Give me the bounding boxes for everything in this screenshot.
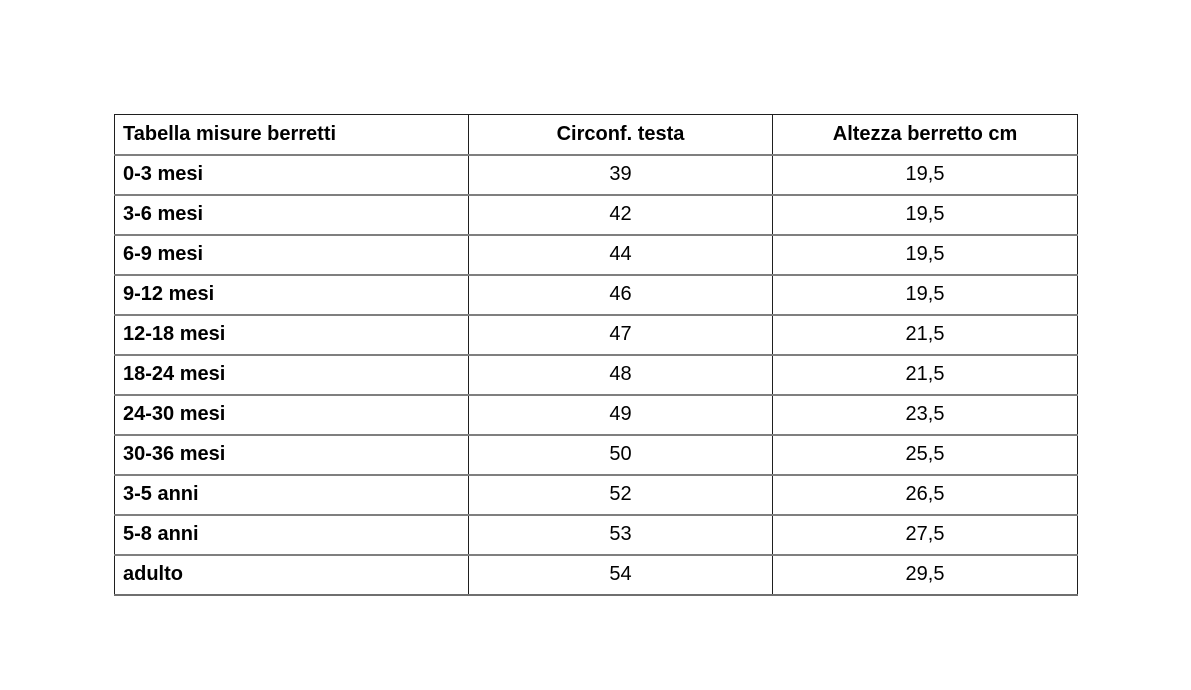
table-row: 3-6 mesi 42 19,5 [114, 193, 1078, 236]
header-height: Altezza berretto cm [772, 114, 1078, 156]
table-row: 30-36 mesi 50 25,5 [114, 433, 1078, 476]
header-row: Tabella misure berretti Circonf. testa A… [114, 114, 1078, 156]
circumference-cell: 48 [468, 353, 773, 396]
height-cell: 21,5 [772, 313, 1078, 356]
circumference-cell: 39 [468, 153, 773, 196]
table-row: 18-24 mesi 48 21,5 [114, 353, 1078, 396]
height-cell: 21,5 [772, 353, 1078, 396]
height-cell: 19,5 [772, 233, 1078, 276]
row-label-cell: 9-12 mesi [114, 273, 469, 316]
circumference-cell: 53 [468, 513, 773, 556]
height-cell: 19,5 [772, 153, 1078, 196]
circumference-cell: 54 [468, 553, 773, 596]
height-cell: 29,5 [772, 553, 1078, 596]
circumference-cell: 52 [468, 473, 773, 516]
circumference-cell: 46 [468, 273, 773, 316]
height-cell: 26,5 [772, 473, 1078, 516]
header-title: Tabella misure berretti [114, 114, 469, 156]
table-row: 12-18 mesi 47 21,5 [114, 313, 1078, 356]
hat-sizes-table: Tabella misure berretti Circonf. testa A… [114, 114, 1078, 596]
circumference-cell: 44 [468, 233, 773, 276]
row-label-cell: 3-6 mesi [114, 193, 469, 236]
table-row: 6-9 mesi 44 19,5 [114, 233, 1078, 276]
table-row: adulto 54 29,5 [114, 553, 1078, 596]
table-row: 24-30 mesi 49 23,5 [114, 393, 1078, 436]
header-circumference: Circonf. testa [468, 114, 773, 156]
row-label-cell: 3-5 anni [114, 473, 469, 516]
height-cell: 19,5 [772, 273, 1078, 316]
table-row: 5-8 anni 53 27,5 [114, 513, 1078, 556]
table-row: 9-12 mesi 46 19,5 [114, 273, 1078, 316]
row-label-cell: 5-8 anni [114, 513, 469, 556]
row-label-cell: 6-9 mesi [114, 233, 469, 276]
row-label-cell: 30-36 mesi [114, 433, 469, 476]
height-cell: 27,5 [772, 513, 1078, 556]
circumference-cell: 42 [468, 193, 773, 236]
circumference-cell: 50 [468, 433, 773, 476]
circumference-cell: 47 [468, 313, 773, 356]
height-cell: 23,5 [772, 393, 1078, 436]
row-label-cell: 12-18 mesi [114, 313, 469, 356]
height-cell: 19,5 [772, 193, 1078, 236]
table-row: 0-3 mesi 39 19,5 [114, 153, 1078, 196]
circumference-cell: 49 [468, 393, 773, 436]
row-label-cell: 18-24 mesi [114, 353, 469, 396]
row-label-cell: 0-3 mesi [114, 153, 469, 196]
height-cell: 25,5 [772, 433, 1078, 476]
row-label-cell: 24-30 mesi [114, 393, 469, 436]
row-label-cell: adulto [114, 553, 469, 596]
table-row: 3-5 anni 52 26,5 [114, 473, 1078, 516]
